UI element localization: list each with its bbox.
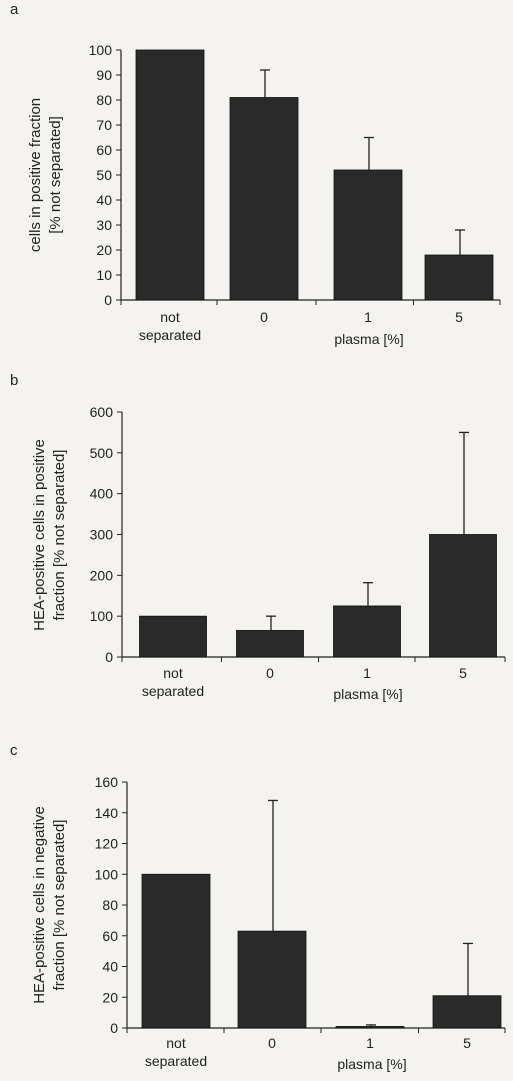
bar [432,995,502,1029]
y-tick-label: 60 [96,142,112,158]
y-axis-label: HEA-positive cells in positive fraction [… [31,439,68,631]
x-axis-label: plasma [%] [333,686,402,702]
y-tick-label: 80 [102,897,118,913]
y-tick-label: 0 [105,649,113,665]
y-tick-label: 40 [96,192,112,208]
x-tick-label: not separated [139,309,201,343]
y-tick-label: 0 [110,1020,118,1036]
x-tick-label: 0 [268,1035,276,1051]
x-tick-label: not separated [145,1035,207,1069]
y-tick-label: 0 [104,292,112,308]
y-tick-label: 100 [90,608,114,624]
x-axis-label: plasma [%] [337,1056,406,1072]
y-tick-label: 70 [96,117,112,133]
bar [333,169,403,301]
y-tick-label: 10 [96,267,112,283]
bar [424,254,494,301]
y-tick-label: 50 [96,167,112,183]
y-tick-label: 600 [90,404,114,420]
y-tick-label: 200 [90,567,114,583]
x-tick-label: 0 [266,665,274,681]
x-tick-label: 0 [260,309,268,325]
y-tick-label: 100 [89,42,113,58]
bar [429,534,497,658]
x-tick-label: 5 [463,1035,471,1051]
y-tick-label: 160 [95,774,119,790]
bar [237,930,307,1029]
x-tick-label: not separated [142,665,204,699]
panel-letter: c [10,742,18,759]
y-tick-label: 500 [90,445,114,461]
x-axis-label: plasma [%] [334,331,403,347]
y-tick-label: 90 [96,67,112,83]
y-tick-label: 140 [95,805,119,821]
bar [333,605,401,658]
y-tick-label: 20 [96,242,112,258]
x-tick-label: 5 [459,665,467,681]
y-tick-label: 80 [96,92,112,108]
y-axis-label: HEA-positive cells in negative fraction [… [31,806,68,1004]
bar [335,1026,405,1029]
y-tick-label: 120 [95,836,119,852]
bar [139,615,207,658]
y-tick-label: 30 [96,217,112,233]
bar [236,630,304,658]
y-axis-label: cells in positive fraction [% not separat… [27,98,64,252]
bar [141,873,211,1029]
y-tick-label: 100 [95,866,119,882]
bar [229,97,299,301]
x-tick-label: 1 [363,665,371,681]
x-tick-label: 5 [455,309,463,325]
panel-letter: a [10,1,19,18]
chart-panel-b: b 0 100 200 300 400 500 600 not separated 0 1 5 plasm… [10,372,506,702]
x-tick-label: 1 [366,1035,374,1051]
chart-panel-a: a 0 10 20 30 40 50 60 70 80 90 100 not separated 0 1 5 pl… [10,1,501,347]
bar [135,49,205,301]
panel-letter: b [10,372,18,389]
y-tick-label: 400 [90,486,114,502]
chart-panel-c: c 0 20 40 60 80 100 120 140 160 not separated 0 1 5 pla… [10,742,506,1072]
y-tick-label: 60 [102,928,118,944]
y-tick-label: 300 [90,527,114,543]
y-tick-label: 40 [102,959,118,975]
y-tick-label: 20 [102,989,118,1005]
x-tick-label: 1 [364,309,372,325]
